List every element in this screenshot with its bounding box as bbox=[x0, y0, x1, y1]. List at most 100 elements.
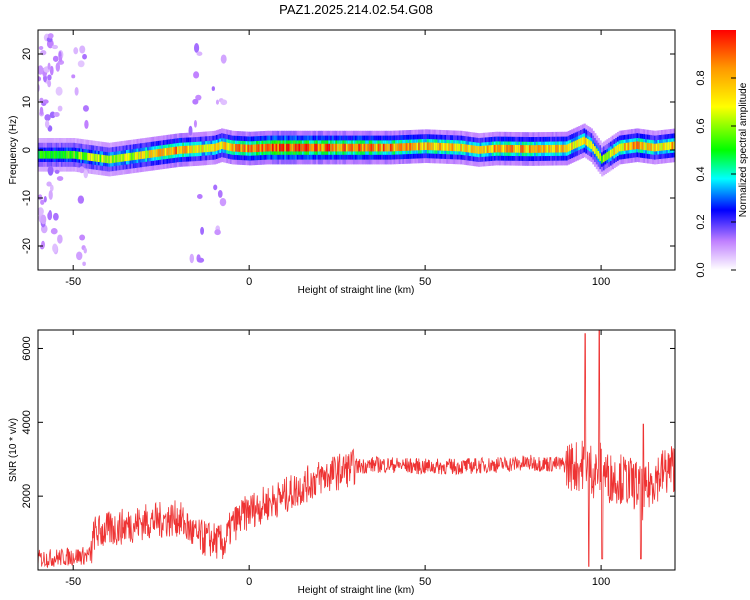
spectrogram-cell bbox=[48, 150, 51, 159]
spectrogram-cell bbox=[254, 144, 257, 153]
spectrogram-cell bbox=[581, 137, 585, 146]
spectrogram-cell bbox=[388, 143, 391, 152]
spectrogram-cell bbox=[324, 143, 328, 152]
spectrogram-cell bbox=[650, 143, 653, 151]
spectrogram-cell bbox=[164, 148, 168, 156]
spectrogram-noise bbox=[76, 251, 83, 261]
spectrogram-cell bbox=[659, 143, 662, 151]
spectrogram-cell bbox=[402, 143, 405, 151]
spectrogram-cell bbox=[319, 143, 322, 152]
spectrogram-noise bbox=[57, 234, 63, 244]
spectrogram-cell bbox=[169, 147, 173, 156]
spectrogram-cell bbox=[138, 151, 141, 160]
spectrogram-cell bbox=[134, 152, 138, 160]
spectrogram-cell bbox=[611, 148, 615, 157]
spectrogram-cell bbox=[41, 150, 44, 159]
spectrogram-noise bbox=[58, 56, 63, 63]
snr-y-label: SNR (10 * v/v) bbox=[8, 418, 19, 482]
spectrogram-cell bbox=[616, 144, 620, 153]
spectrogram-cell bbox=[247, 144, 250, 153]
spectrogram-cell bbox=[615, 146, 618, 154]
spectrogram-x-label: Height of straight line (km) bbox=[298, 285, 415, 296]
spectrogram-cell bbox=[217, 142, 220, 151]
spectrogram-noise bbox=[48, 190, 53, 200]
spectrogram-noise bbox=[79, 166, 85, 174]
spectrogram-cell bbox=[513, 144, 516, 153]
spectrogram-cell bbox=[377, 143, 380, 152]
colorbar-gradient bbox=[711, 30, 736, 270]
spectrogram-cell bbox=[71, 150, 74, 159]
spectrogram-noise bbox=[189, 253, 195, 264]
spectrogram-cell bbox=[238, 144, 241, 152]
spectrogram-noise bbox=[50, 228, 58, 235]
spectrogram-cell bbox=[182, 145, 185, 154]
spectrogram-cell bbox=[465, 144, 468, 153]
spectrogram-noise bbox=[193, 43, 200, 53]
spectrogram-cell bbox=[205, 144, 208, 153]
spectrogram-cell bbox=[543, 145, 546, 153]
spectrogram-cell bbox=[449, 143, 453, 152]
spectrogram-cell bbox=[655, 143, 659, 152]
spectrogram-cell bbox=[623, 143, 627, 151]
spectrogram-noise bbox=[55, 86, 63, 96]
spectrogram-cell bbox=[597, 150, 600, 159]
spectrogram-cell bbox=[386, 143, 389, 152]
spectrogram-noise bbox=[47, 165, 54, 176]
y-tick-label: 10 bbox=[21, 96, 33, 108]
spectrogram-cell bbox=[289, 143, 292, 152]
spectrogram-noise bbox=[47, 80, 52, 88]
spectrogram-cell bbox=[129, 152, 132, 161]
spectrogram-cell bbox=[435, 142, 439, 151]
spectrogram-cell bbox=[177, 146, 180, 155]
spectrogram-cell bbox=[370, 143, 373, 152]
spectrogram-cell bbox=[168, 147, 171, 156]
spectrogram-cell bbox=[279, 143, 282, 152]
spectrogram-cell bbox=[595, 148, 599, 157]
spectrogram-noise bbox=[49, 111, 56, 119]
spectrogram-cell bbox=[275, 143, 278, 152]
y-tick-label: 0 bbox=[21, 147, 33, 153]
spectrogram-cell bbox=[213, 143, 217, 152]
spectrogram-cell bbox=[405, 143, 409, 151]
spectrogram-cell bbox=[104, 155, 108, 163]
spectrogram-cell bbox=[69, 150, 73, 159]
spectrogram-cell bbox=[551, 144, 555, 153]
spectrogram-noise bbox=[52, 212, 59, 221]
spectrogram-cell bbox=[243, 144, 247, 153]
spectrogram-cell bbox=[157, 149, 161, 157]
spectrogram-cell bbox=[379, 143, 382, 152]
colorbar: 0.0 0.2 0.4 0.6 0.8 Normalized spectral ampl… bbox=[695, 30, 749, 278]
spectrogram-cell bbox=[64, 150, 67, 159]
spectrogram-cell bbox=[652, 143, 655, 152]
spectrogram-cell bbox=[666, 142, 669, 151]
spectrogram-cell bbox=[576, 139, 579, 148]
spectrogram-cell bbox=[389, 143, 393, 152]
spectrogram-cell bbox=[456, 143, 460, 152]
spectrogram-cell bbox=[446, 143, 449, 151]
x-tick-label: 50 bbox=[419, 276, 431, 288]
spectrogram-noise bbox=[49, 65, 54, 76]
x-tick-label: 50 bbox=[419, 576, 431, 588]
spectrogram-noise bbox=[38, 45, 44, 50]
spectrogram-cell bbox=[541, 145, 544, 153]
spectrogram-cell bbox=[565, 144, 569, 153]
spectrogram-cell bbox=[250, 144, 254, 153]
spectrogram-noise bbox=[193, 119, 197, 128]
spectrogram-cell bbox=[300, 143, 303, 152]
spectrogram-cell bbox=[523, 145, 527, 153]
spectrogram-cell bbox=[567, 143, 571, 152]
spectrogram-cell bbox=[231, 143, 234, 152]
spectrogram-cell bbox=[298, 143, 301, 152]
spectrogram-cell bbox=[291, 143, 294, 152]
snr-series-line bbox=[38, 330, 675, 569]
spectrogram-cell bbox=[249, 144, 252, 153]
spectrogram-noise bbox=[197, 257, 205, 263]
spectrogram-cell bbox=[544, 145, 548, 153]
spectrogram-cell bbox=[270, 143, 273, 152]
spectrogram-noise bbox=[40, 199, 45, 205]
spectrogram-cell bbox=[148, 150, 152, 158]
spectrogram-cell bbox=[122, 153, 125, 162]
colorbar-tick-label: 0.0 bbox=[695, 262, 707, 277]
spectrogram-cell bbox=[571, 142, 574, 150]
spectrogram-cell bbox=[261, 144, 264, 152]
